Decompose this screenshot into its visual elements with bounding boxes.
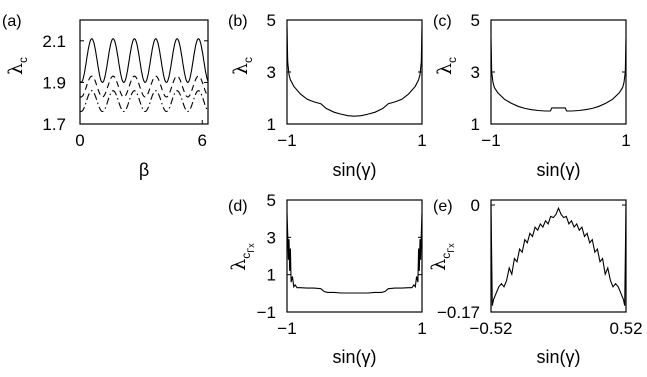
panel-e-xtick-label: −0.52 [469,319,512,338]
panel-a-ytick-label: 1.7 [42,115,66,134]
panel-b-ylabel-text: λc [230,57,255,75]
panel-d: (d) −1 1 3 5 −1 1 sin(γ) λcΓx [228,191,427,367]
panel-d-series-solid [287,213,422,294]
panel-b-series-solid [287,26,422,117]
panel-a-ylabel: λc [5,57,30,75]
panel-d-ylabel: λcΓx [228,243,256,271]
panel-a: (a) 1.7 1.9 2.1 0 6 β λc [2,13,209,180]
panel-a-ylabel-text: λc [5,57,30,75]
panel-a-label: (a) [2,13,22,30]
panel-c-xtick-label: −1 [481,131,500,150]
panel-a-series-dashdot [80,90,208,113]
panel-c-ylabel: λc [434,57,459,75]
panel-a-frame [79,19,209,125]
panel-e-frame [490,199,627,313]
panel-c-ytick-label: 5 [471,11,480,30]
panel-e-ytick-label: −0.17 [437,303,480,322]
panel-c-ytick-label: 1 [471,115,480,134]
panel-b-ytick-label: 3 [267,63,276,82]
panel-d-frame [286,199,423,313]
panel-e-xtick-label: 0.52 [609,319,642,338]
panel-e-series-solid [491,204,626,306]
panel-c-ytick-label: 3 [471,63,480,82]
panel-b-xtick-label: 1 [417,131,426,150]
panel-b-ylabel: λc [230,57,255,75]
panel-e-xlabel: sin(γ) [537,347,581,367]
panel-e-ytick-label: 0 [471,196,480,215]
panel-c-label: (c) [433,13,452,30]
panel-e: (e) −0.17 0 −0.52 0.52 sin(γ) λcΓx [428,196,643,367]
panel-b-ytick-label: 1 [267,115,276,134]
panel-c-ylabel-text: λc [434,57,459,75]
panel-a-series-solid [80,38,208,84]
panel-a-xtick-label: 6 [197,131,206,150]
panel-e-label: (e) [433,198,453,215]
panel-e-ylabel: λcΓx [428,243,456,271]
panel-d-label: (d) [228,198,248,215]
panel-d-xtick-label: −1 [277,319,296,338]
panel-d-ytick-label: 1 [267,266,276,285]
panel-b-xtick-label: −1 [277,131,296,150]
panel-a-ytick-label: 2.1 [42,32,66,51]
panel-d-ytick-label: 3 [267,228,276,247]
panel-b-label: (b) [228,13,248,30]
panel-b-ytick-label: 5 [267,11,276,30]
panel-d-xtick-label: 1 [417,319,426,338]
panel-d-xlabel: sin(γ) [333,347,377,367]
panel-d-ytick-label: 5 [267,191,276,210]
panel-c-xlabel: sin(γ) [537,160,581,180]
panel-a-ytick-label: 1.9 [42,73,66,92]
panel-b-xlabel: sin(γ) [333,160,377,180]
panel-b-frame [286,19,423,125]
panel-d-ytick-label: −1 [257,303,276,322]
panel-a-xlabel: β [139,160,149,180]
panel-d-ylabel-text: λcΓx [228,243,256,271]
panel-a-xtick-label: 0 [75,131,84,150]
panel-e-ylabel-text: λcΓx [428,243,456,271]
panel-a-series-dashed [80,75,208,98]
panel-c-series-solid [491,38,626,112]
panel-c-xtick-label: 1 [621,131,630,150]
